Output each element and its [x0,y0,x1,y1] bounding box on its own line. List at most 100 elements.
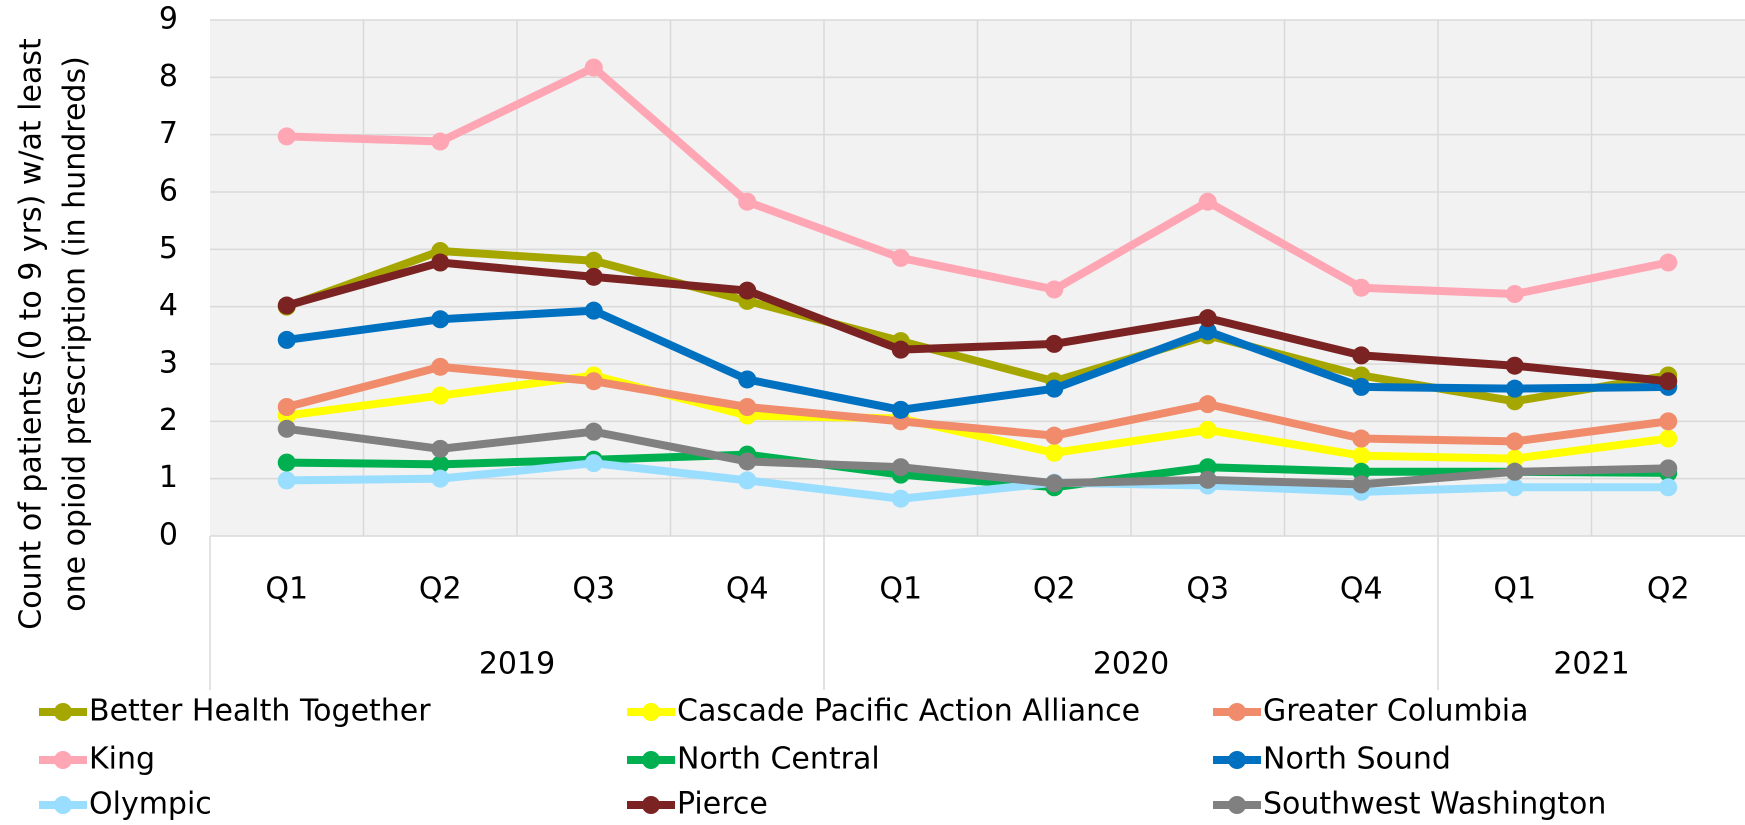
y-tick-label: 1 [159,460,178,495]
series-line [286,306,1669,414]
data-point [277,471,296,490]
x-tick-label: Q4 [1340,572,1383,607]
data-point [1352,462,1371,481]
data-point [1659,372,1678,391]
x-tick-label: Q2 [419,572,462,607]
data-point [277,127,296,146]
series-line [286,63,1670,299]
data-point [1045,334,1064,353]
data-point [431,132,450,151]
series-line [286,424,1669,489]
data-point [1352,278,1371,297]
data-point [1352,377,1371,396]
y-tick-label: 9 [159,2,178,37]
data-point [277,330,296,349]
data-point [431,469,450,488]
y-axis-title: one opioid prescription (in hundreds) [58,56,93,612]
data-point [1045,280,1064,299]
y-tick-label: 8 [159,59,178,94]
data-point [431,253,450,272]
legend-marker [54,703,72,721]
data-point [1505,462,1524,481]
data-point [1352,446,1371,465]
data-point [1045,379,1064,398]
legend-label: Pierce [677,787,768,822]
data-point [891,400,910,419]
x-tick-label: Q2 [1647,572,1690,607]
legend-label: Greater Columbia [1263,694,1529,729]
x-tick-label: Q1 [265,572,308,607]
data-point [584,58,603,77]
data-point [431,386,450,405]
legend-label: Southwest Washington [1263,787,1606,822]
data-point [1198,309,1217,328]
y-axis-title: Count of patients (0 to 9 yrs) w/at leas… [14,38,49,630]
data-point [1659,478,1678,497]
data-point [431,357,450,376]
data-point [891,458,910,477]
series-line [285,362,1669,446]
data-point [1045,443,1064,462]
x-tick-label: Q4 [726,572,769,607]
legend-marker [1228,751,1246,769]
data-point [277,296,296,315]
y-tick-label: 7 [159,116,178,151]
legend-marker [642,796,660,814]
data-point [1505,449,1524,468]
data-point [1198,192,1217,211]
data-point [1198,395,1217,414]
data-point [1198,322,1217,341]
data-point [584,372,603,391]
legend-label: King [89,742,155,777]
data-point [1352,475,1371,494]
data-point [1198,470,1217,489]
data-point [1198,458,1217,477]
legend-marker [1228,796,1246,814]
data-point [1505,432,1524,451]
legend-label: Cascade Pacific Action Alliance [677,694,1140,729]
data-point [891,489,910,508]
data-point [891,248,910,267]
data-point [1659,459,1678,478]
data-point [277,419,296,438]
x-tick-label: Q1 [879,572,922,607]
y-tick-label: 4 [159,288,178,323]
data-point [277,453,296,472]
x-group-label: 2021 [1553,647,1629,682]
legend-label: North Central [677,742,880,777]
data-point [1352,346,1371,365]
data-point [1505,285,1524,304]
data-point [1505,356,1524,375]
data-point [584,422,603,441]
x-tick-label: Q3 [1186,572,1229,607]
data-point [431,439,450,458]
y-tick-label: 6 [159,174,178,209]
legend-label: Better Health Together [89,694,431,729]
data-point [584,454,603,473]
data-point [584,267,603,286]
data-point [1505,478,1524,497]
data-point [1505,392,1524,411]
y-tick-label: 3 [159,346,178,381]
legend-marker [642,751,660,769]
x-group-label: 2020 [1093,647,1169,682]
data-point [584,251,603,270]
series-line [286,450,1669,492]
series-line [286,371,1669,463]
data-point [738,370,757,389]
data-point [431,455,450,474]
data-point [738,452,757,471]
legend-marker [54,796,72,814]
series-line [286,459,1669,503]
data-point [1659,253,1678,272]
data-point [738,471,757,490]
data-point [1045,474,1064,493]
x-tick-label: Q2 [1033,572,1076,607]
data-point [1659,412,1678,431]
y-tick-label: 0 [159,518,178,553]
series-line [285,258,1669,386]
x-group-label: 2019 [479,647,555,682]
x-tick-label: Q3 [572,572,615,607]
data-point [738,398,757,416]
